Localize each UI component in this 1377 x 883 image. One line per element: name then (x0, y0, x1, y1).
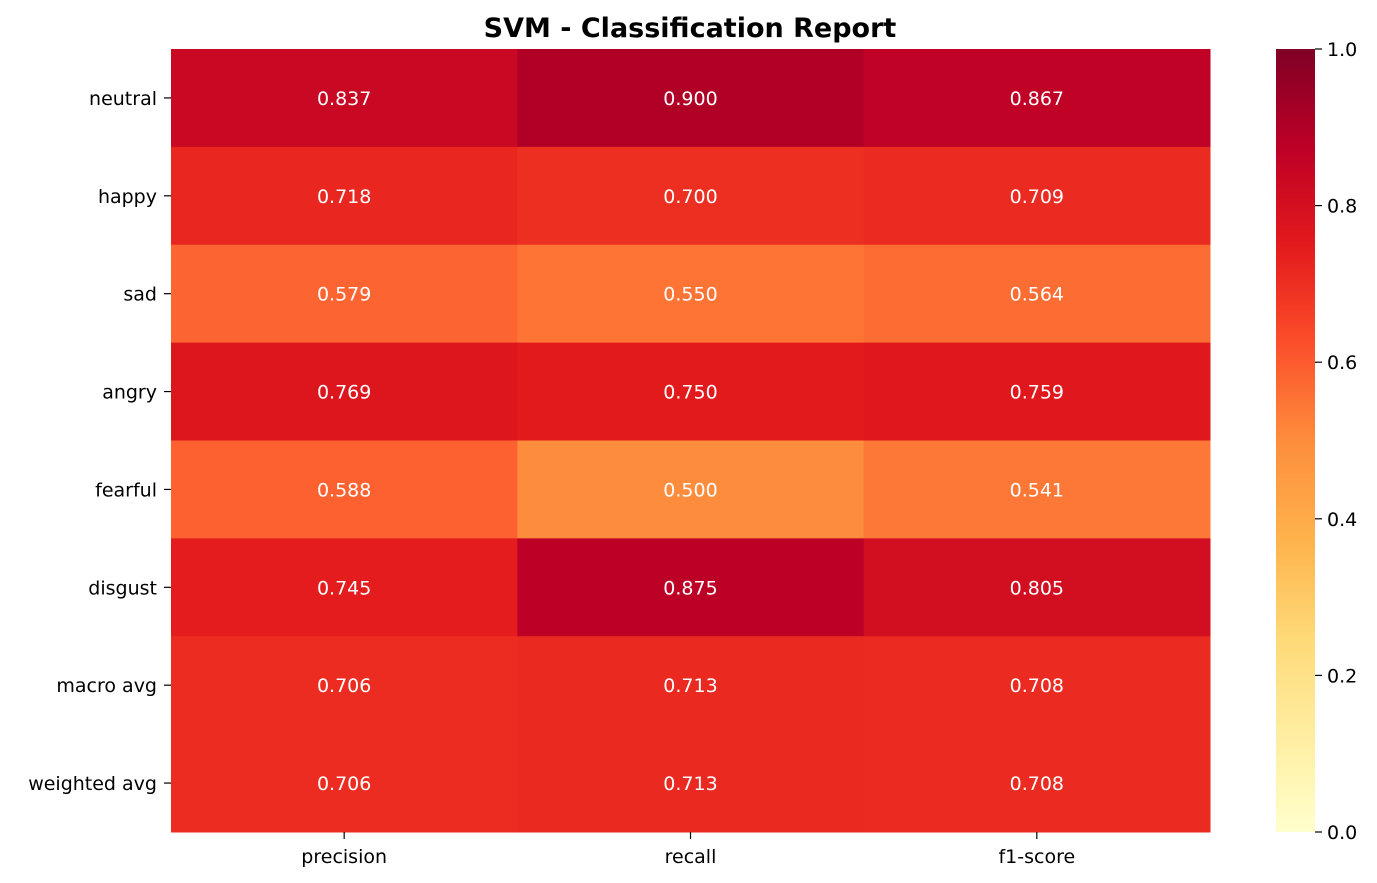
cell-value-label: 0.805 (1010, 577, 1064, 599)
cell-value-label: 0.875 (663, 577, 717, 599)
cell-value-label: 0.706 (317, 773, 371, 795)
cell-value-label: 0.708 (1010, 773, 1064, 795)
cell-value-label: 0.759 (1010, 382, 1064, 404)
colorbar-tick-label: 0.6 (1327, 352, 1357, 374)
heatmap-cell-fearful-recall (517, 440, 865, 539)
cell-value-label: 0.718 (317, 186, 371, 208)
cell-value-label: 0.745 (317, 577, 371, 599)
colorbar: 0.0 0.2 0.4 0.6 0.8 1.0 (1276, 39, 1357, 844)
column-tick-label: f1-score (998, 846, 1075, 868)
heatmap-cell-macro-avg-precision (171, 636, 518, 735)
cell-value-label: 0.550 (663, 284, 717, 306)
row-tick-label: macro avg (56, 675, 157, 697)
column-tick-labels: precision recall f1-score (301, 832, 1075, 868)
heatmap-cell-disgust-precision (171, 538, 518, 637)
cell-value-label: 0.700 (663, 186, 717, 208)
cell-value-label: 0.500 (663, 479, 717, 501)
heatmap-cell-happy-precision (171, 146, 518, 246)
row-tick-label: sad (123, 284, 157, 306)
cell-value-label: 0.837 (317, 88, 371, 110)
cell-value-label: 0.588 (317, 479, 371, 501)
heatmap-cell-sad-recall (517, 244, 865, 344)
cell-value-label: 0.564 (1010, 284, 1064, 306)
row-tick-label: angry (102, 382, 157, 404)
colorbar-tick-label: 0.0 (1327, 822, 1357, 844)
colorbar-tick-label: 1.0 (1327, 39, 1357, 61)
cell-value-label: 0.541 (1010, 479, 1064, 501)
heatmap-cell-neutral-f1-score (863, 49, 1211, 148)
row-tick-label: weighted avg (28, 773, 157, 795)
cell-value-label: 0.713 (663, 675, 717, 697)
row-tick-label: disgust (88, 577, 157, 599)
heatmap-cell-angry-precision (171, 342, 518, 441)
cell-value-label: 0.750 (663, 382, 717, 404)
row-tick-label: happy (98, 186, 157, 208)
cell-value-label: 0.708 (1010, 675, 1064, 697)
cell-value-label: 0.713 (663, 773, 717, 795)
heatmap-cell-sad-precision (171, 244, 518, 344)
column-tick-label: precision (301, 846, 387, 868)
heatmap-cell-happy-f1-score (863, 146, 1211, 246)
colorbar-tick-label: 0.8 (1327, 196, 1357, 218)
cell-value-label: 0.579 (317, 284, 371, 306)
colorbar-tick-label: 0.4 (1327, 509, 1357, 531)
colorbar-tick-label: 0.2 (1327, 665, 1357, 687)
heatmap-cell-disgust-recall (517, 538, 865, 637)
heatmap-cell-weighted-avg-precision (171, 734, 518, 833)
heatmap-cell-happy-recall (517, 146, 865, 246)
heatmap-cell-sad-f1-score (863, 244, 1211, 344)
heatmap-cell-angry-recall (517, 342, 865, 441)
heatmap-cell-fearful-f1-score (863, 440, 1211, 539)
colorbar-gradient (1276, 49, 1315, 832)
heatmap-cells: 0.837 0.900 0.867 0.718 0.700 0.709 0.579 0.550… (171, 49, 1211, 833)
cell-value-label: 0.706 (317, 675, 371, 697)
cell-value-label: 0.709 (1010, 186, 1064, 208)
heatmap-cell-neutral-precision (171, 49, 518, 148)
chart-title: SVM - Classification Report (484, 13, 897, 44)
heatmap-cell-macro-avg-f1-score (863, 636, 1211, 735)
column-tick-label: recall (665, 846, 717, 868)
heatmap-cell-angry-f1-score (863, 342, 1211, 441)
heatmap-cell-disgust-f1-score (863, 538, 1211, 637)
row-tick-label: fearful (95, 479, 157, 501)
cell-value-label: 0.769 (317, 382, 371, 404)
row-tick-labels: neutral happy sad angry fearful disgust macro … (28, 88, 171, 795)
heatmap-cell-macro-avg-recall (517, 636, 865, 735)
heatmap-cell-neutral-recall (517, 49, 865, 148)
heatmap-cell-fearful-precision (171, 440, 518, 539)
cell-value-label: 0.900 (663, 88, 717, 110)
row-tick-label: neutral (89, 88, 157, 110)
heatmap-cell-weighted-avg-f1-score (863, 734, 1211, 833)
heatmap-cell-weighted-avg-recall (517, 734, 865, 833)
cell-value-label: 0.867 (1010, 88, 1064, 110)
